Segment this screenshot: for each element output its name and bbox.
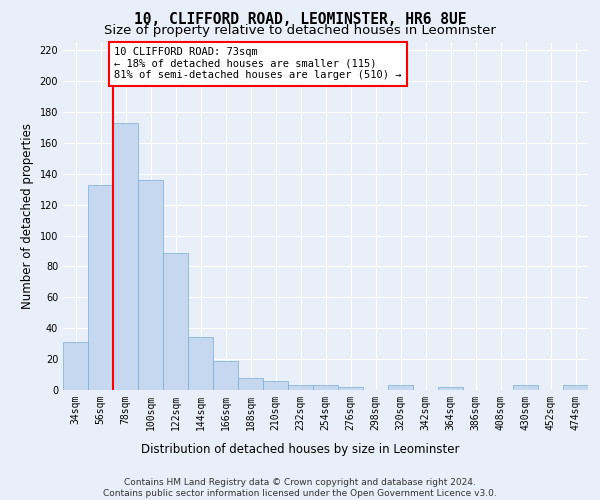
Text: Distribution of detached houses by size in Leominster: Distribution of detached houses by size … (141, 442, 459, 456)
Text: Contains HM Land Registry data © Crown copyright and database right 2024.
Contai: Contains HM Land Registry data © Crown c… (103, 478, 497, 498)
Bar (288, 386, 313, 390)
Bar (338, 387, 363, 390)
Bar (438, 387, 463, 390)
Bar (513, 386, 538, 390)
Bar (563, 386, 588, 390)
Text: 10, CLIFFORD ROAD, LEOMINSTER, HR6 8UE: 10, CLIFFORD ROAD, LEOMINSTER, HR6 8UE (134, 12, 466, 28)
Bar (113, 123, 138, 390)
Bar (263, 380, 288, 390)
Bar (188, 338, 213, 390)
Text: Size of property relative to detached houses in Leominster: Size of property relative to detached ho… (104, 24, 496, 37)
Bar (313, 386, 338, 390)
Bar (213, 360, 238, 390)
Bar (138, 180, 163, 390)
Bar (63, 342, 88, 390)
Y-axis label: Number of detached properties: Number of detached properties (21, 123, 34, 309)
Bar (163, 252, 188, 390)
Text: 10 CLIFFORD ROAD: 73sqm
← 18% of detached houses are smaller (115)
81% of semi-d: 10 CLIFFORD ROAD: 73sqm ← 18% of detache… (114, 47, 402, 80)
Bar (238, 378, 263, 390)
Bar (388, 386, 413, 390)
Bar (88, 184, 113, 390)
